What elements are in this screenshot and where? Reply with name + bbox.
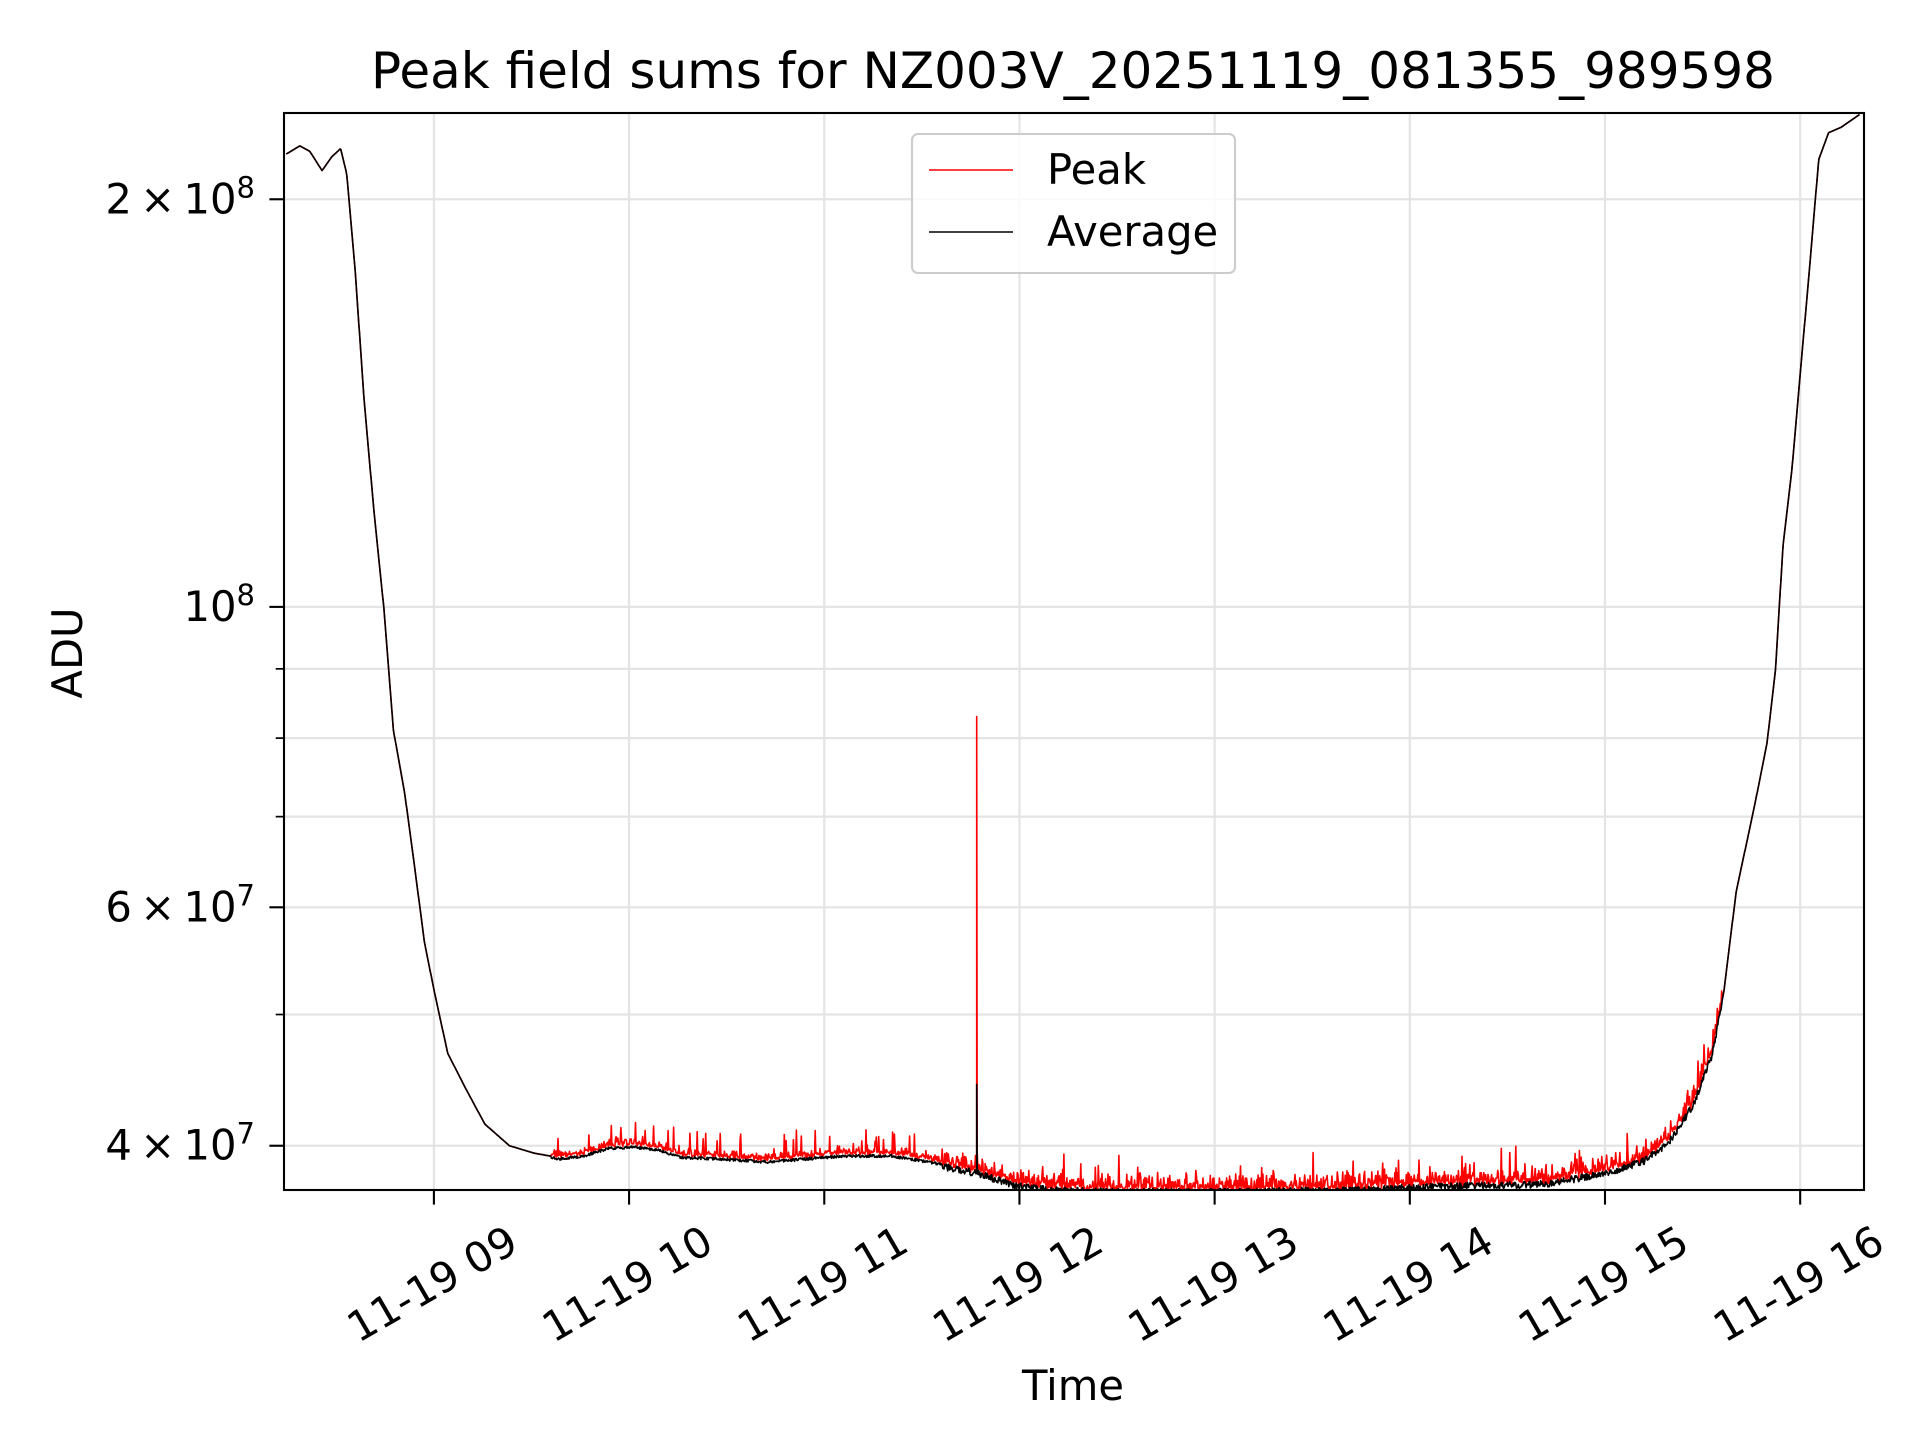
y-axis-label: ADU (43, 607, 92, 698)
x-axis-label: Time (1021, 1361, 1124, 1410)
y-tick-label: 4 × 107 (105, 1117, 255, 1170)
y-tick-label: 6 × 107 (105, 878, 255, 931)
x-tick-label: 11-19 09 (339, 1216, 526, 1352)
legend-average-label: Average (1047, 207, 1218, 256)
axes-frame (282, 111, 1866, 1192)
average-series-line (285, 113, 1860, 1190)
y-tick-label: 2 × 108 (105, 170, 255, 223)
legend-box (910, 132, 1237, 275)
peak-series-line (285, 113, 1860, 1190)
legend-peak-label: Peak (1047, 145, 1147, 194)
x-tick-label: 11-19 13 (1119, 1216, 1306, 1352)
grid (284, 113, 1864, 1190)
plot-lines (285, 113, 1860, 1190)
legend: Peak Average (910, 132, 1237, 275)
x-axis: 11-19 09 11-19 10 11-19 11 11-19 12 11-19 13… (339, 1190, 1892, 1352)
x-tick-label: 11-19 10 (534, 1216, 721, 1352)
x-tick-label: 11-19 15 (1510, 1216, 1697, 1352)
chart-title: Peak field sums for NZ003V_20251119_0813… (371, 42, 1775, 100)
x-tick-label: 11-19 12 (924, 1216, 1111, 1352)
x-tick-label: 11-19 11 (729, 1216, 916, 1352)
y-axis: 2 × 108 108 6 × 107 4 × 107 (105, 170, 284, 1170)
y-tick-label: 108 (184, 578, 256, 631)
x-tick-label: 11-19 14 (1315, 1216, 1502, 1352)
x-tick-label: 11-19 16 (1705, 1216, 1892, 1352)
